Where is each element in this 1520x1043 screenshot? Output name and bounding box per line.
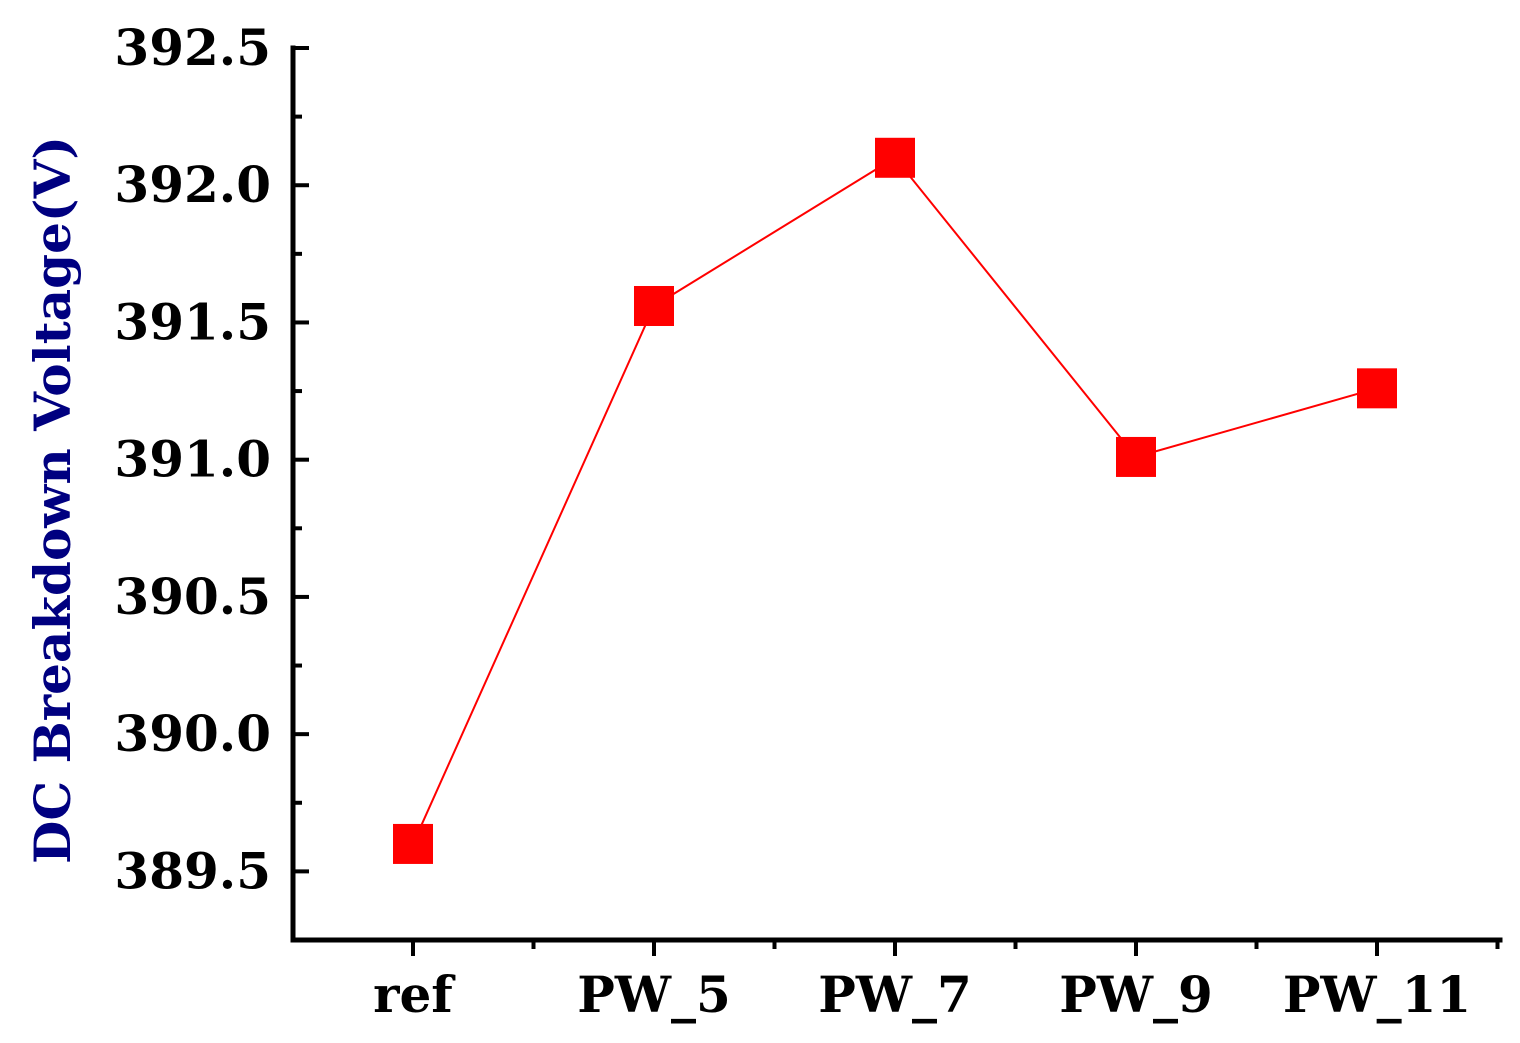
y-tick-label: 392.0 <box>114 155 271 214</box>
x-tick-label: PW_11 <box>1283 965 1471 1024</box>
x-tick-label: PW_9 <box>1059 965 1213 1024</box>
data-point-marker <box>634 285 674 326</box>
y-tick-label: 391.0 <box>114 430 271 489</box>
y-tick-label: 392.5 <box>114 18 271 77</box>
y-tick-label: 390.5 <box>114 567 271 626</box>
y-tick-label: 390.0 <box>114 704 271 763</box>
x-tick-label: PW_5 <box>577 965 731 1024</box>
data-point-marker <box>1357 368 1397 409</box>
y-tick-label: 389.5 <box>114 841 271 900</box>
y-tick-label: 391.5 <box>114 292 271 351</box>
data-point-marker <box>393 823 433 864</box>
data-point-marker <box>875 137 915 178</box>
series <box>393 137 1397 864</box>
y-axis-title: DC Breakdown Voltage(V) <box>23 136 82 864</box>
data-point-marker <box>1116 436 1156 477</box>
series-line <box>412 156 1378 845</box>
tick-marks <box>293 46 1500 956</box>
tick-labels: 389.5 390.0 390.5 391.0 391.5 392.0 392.5 ref PW… <box>114 18 1471 1024</box>
axes <box>290 45 1503 943</box>
x-tick-label: ref <box>373 965 456 1024</box>
x-tick-label: PW_7 <box>818 965 972 1024</box>
